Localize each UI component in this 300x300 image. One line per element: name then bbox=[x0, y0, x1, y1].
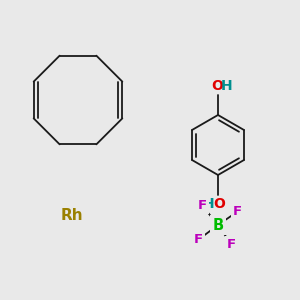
Text: H: H bbox=[203, 197, 215, 211]
Text: F: F bbox=[194, 233, 203, 246]
Text: Rh: Rh bbox=[61, 208, 83, 223]
Text: F: F bbox=[198, 199, 207, 212]
Text: F: F bbox=[232, 205, 242, 218]
Text: H: H bbox=[221, 79, 233, 93]
Text: F: F bbox=[226, 238, 236, 251]
Text: B: B bbox=[212, 218, 224, 232]
Text: O: O bbox=[213, 197, 225, 211]
Text: O: O bbox=[211, 79, 223, 93]
